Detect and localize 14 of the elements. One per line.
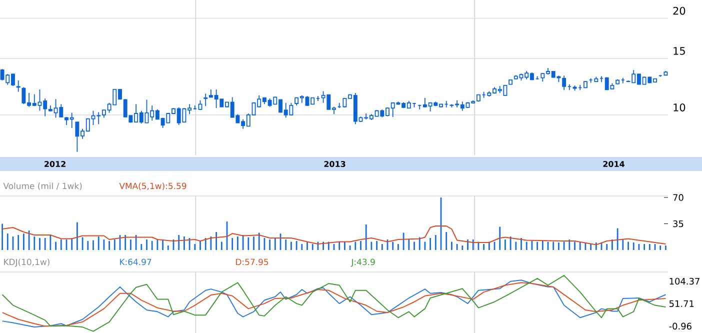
chart-title: Volume (mil / 1wk): [3, 182, 82, 190]
y-tick-label: 15: [674, 47, 685, 55]
y-tick-label: 20: [673, 6, 686, 15]
chart-title: KDJ(10,1w): [4, 258, 50, 267]
y-tick-label: 70: [673, 194, 684, 201]
y-tick-label: 104.37: [670, 278, 700, 285]
text: D:57.95: [236, 258, 268, 266]
y-tick-label: 51.71: [669, 300, 694, 308]
text: VMA(5,1w):5.59: [119, 182, 186, 190]
y-tick-label: 10: [674, 103, 686, 112]
text: J:43.9: [350, 258, 375, 267]
y-tick-label: 35: [673, 220, 684, 228]
text: K:64.97: [120, 258, 152, 266]
y-tick-label: -0.96: [669, 322, 692, 330]
